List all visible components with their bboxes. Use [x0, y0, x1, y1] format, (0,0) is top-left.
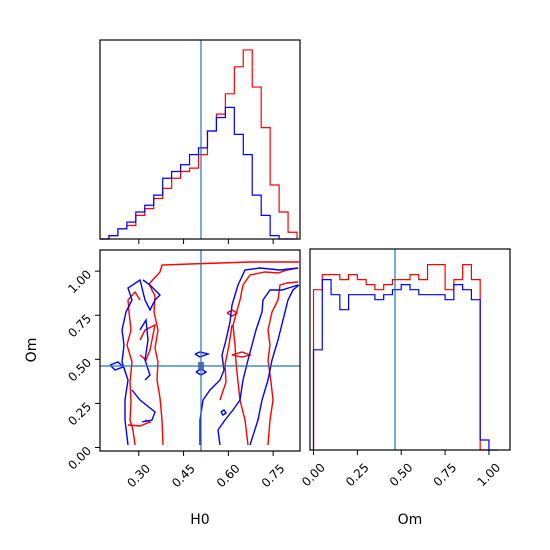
- blue-contour-right: [249, 284, 300, 446]
- 2d-x-ticks: 0.30 0.45 0.60 0.75: [124, 451, 287, 490]
- blue-contour-left2: [109, 361, 125, 371]
- om-y-tick-label-2: 0.50: [65, 356, 94, 385]
- h0-hist-frame: [99, 39, 301, 240]
- red-contour-outer: [148, 261, 299, 446]
- h0-axis-label: H0: [190, 512, 209, 528]
- om-y-tick-label-3: 0.75: [65, 311, 94, 340]
- om-x-axis-label: Om: [398, 512, 423, 528]
- h0-hist-series-1: [100, 106, 298, 240]
- om-x-tick-label-1: 0.25: [343, 460, 372, 489]
- 2d-frame: [99, 249, 301, 452]
- 2d-y-ticks: 0.00 0.25 0.50 0.75 1.00: [65, 267, 100, 472]
- blue-island-center: [194, 351, 211, 358]
- om-hist-lines: [312, 264, 498, 451]
- blue-contour-outer: [121, 278, 161, 446]
- h0-hist-series-0: [100, 49, 298, 240]
- h0-hist-lines: [100, 49, 298, 240]
- red-contour-left: [126, 290, 141, 446]
- h0-truth-marker: [198, 362, 204, 370]
- blue-contour-inner: [217, 284, 299, 446]
- blue-contour-mid: [199, 267, 299, 445]
- om-x-tick-label-4: 1.00: [474, 460, 503, 489]
- h0-tick-label-1: 0.45: [169, 461, 198, 490]
- om-hist-series-0: [312, 264, 489, 451]
- h0-hist-ticks: [138, 239, 274, 244]
- om-x-tick-label-3: 0.75: [431, 460, 460, 489]
- panel-om-histogram: 0.00 0.25 0.50 0.75 1.00 Om: [299, 248, 511, 528]
- om-x-ticks: 0.00 0.25 0.50 0.75 1.00: [299, 450, 503, 489]
- om-hist-series-1: [312, 279, 498, 451]
- contour-blue: [109, 267, 300, 446]
- om-x-tick-label-2: 0.50: [387, 460, 416, 489]
- red-contour-mr: [219, 324, 233, 401]
- h0-tick-label-2: 0.60: [214, 461, 243, 490]
- om-y-axis-label: Om: [24, 338, 40, 363]
- h0-tick-label-0: 0.30: [124, 461, 153, 490]
- blue-contour-lowleft: [131, 389, 156, 423]
- h0-tick-label-3: 0.75: [259, 461, 288, 490]
- red-island-1: [231, 351, 253, 358]
- om-y-tick-label-4: 1.00: [65, 267, 94, 296]
- om-y-tick-label-1: 0.25: [65, 400, 94, 429]
- red-contour-inner: [267, 281, 299, 446]
- panel-h0-histogram: [99, 39, 301, 244]
- om-y-tick-label-0: 0.00: [65, 444, 94, 473]
- blue-island-low: [220, 409, 227, 416]
- om-hist-frame: [309, 248, 511, 451]
- contour-red: [126, 261, 299, 446]
- panel-2d-contours: 0.30 0.45 0.60 0.75 0.00 0.25 0.50 0.75 1.00 H0…: [24, 249, 301, 528]
- om-x-tick-label-0: 0.00: [299, 460, 328, 489]
- blue-contour-ml: [139, 317, 151, 381]
